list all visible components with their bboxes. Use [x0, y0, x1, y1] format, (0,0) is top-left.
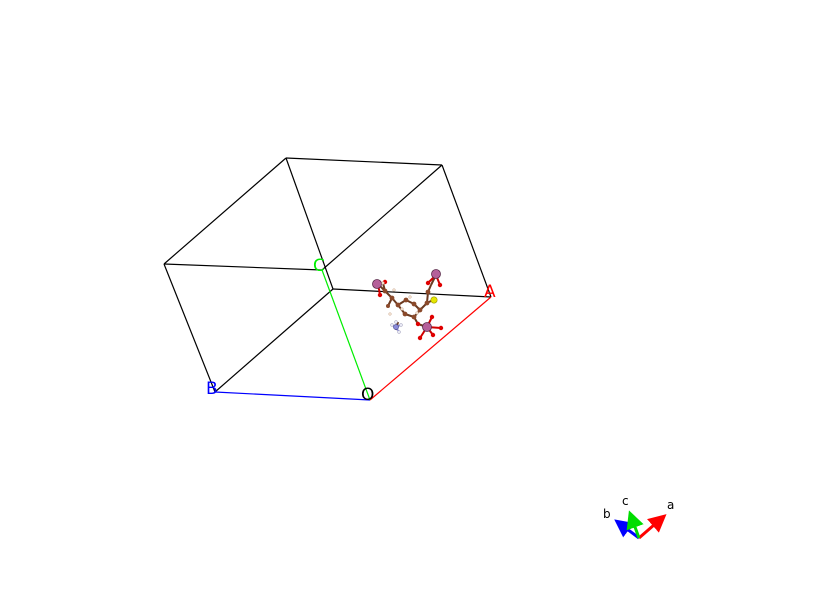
- nitrogen-atom: [393, 324, 399, 330]
- carbon-atom: [386, 304, 390, 308]
- carbon-atom: [402, 311, 408, 317]
- hydrogen-atom: [392, 288, 396, 292]
- cell-edge: [214, 288, 334, 393]
- carbon-atom: [411, 314, 417, 320]
- metal-atom: [431, 269, 441, 279]
- carbon-atom: [403, 297, 409, 303]
- a-vertex-label: A: [484, 282, 496, 302]
- c-vertex-label: C: [313, 256, 325, 276]
- orientation-triad: a b c: [603, 494, 674, 540]
- oxygen-atom: [430, 332, 436, 338]
- carbon-atom: [382, 288, 388, 294]
- carbon-atom: [411, 301, 417, 307]
- carbon-atom: [425, 289, 431, 295]
- cell-edge: [163, 157, 287, 265]
- carbon-atom: [424, 300, 430, 306]
- hydrogen-atom: [394, 320, 398, 324]
- triad-c-label: c: [622, 494, 629, 508]
- oxygen-atom: [438, 325, 444, 331]
- oxygen-atom: [415, 321, 421, 327]
- oxygen-atom: [437, 282, 443, 288]
- cell-edge: [163, 263, 323, 271]
- cell-edge: [321, 164, 443, 271]
- cell-edge: [441, 164, 492, 298]
- carbon-atom: [395, 302, 401, 308]
- cell-edge: [163, 263, 216, 393]
- hydrogen-atom: [400, 307, 404, 311]
- oxygen-atom: [425, 280, 431, 286]
- b-vertex-label: B: [206, 379, 218, 399]
- hydrogen-atom: [397, 330, 401, 334]
- metal-atom: [372, 279, 382, 289]
- oxygen-atom: [429, 314, 435, 320]
- sulfur-atom: [430, 296, 438, 304]
- molecule[interactable]: [372, 269, 444, 341]
- cell-edge: [285, 157, 334, 290]
- triad-a-label: a: [667, 498, 674, 512]
- triad-b-arrow: [614, 519, 640, 540]
- a-axis-edge: [369, 296, 492, 401]
- hydrogen-atom: [408, 295, 412, 299]
- triad-b-label: b: [603, 507, 611, 521]
- oxygen-atom: [417, 335, 423, 341]
- cell-edge: [285, 157, 443, 166]
- hydrogen-atom: [390, 323, 394, 327]
- triad-c-arrow: [626, 510, 644, 539]
- hydrogen-atom: [399, 323, 403, 327]
- ammonium-fragment: [390, 320, 403, 334]
- carbon-atom: [417, 307, 423, 313]
- unit-cell-edges: [163, 157, 492, 393]
- b-axis-edge: [214, 391, 371, 401]
- hydrogen-atom: [381, 281, 385, 285]
- triad-a-arrow: [638, 514, 667, 540]
- hydrogen-atom: [415, 311, 419, 315]
- metal-atom: [422, 322, 432, 332]
- carbon-atom: [389, 295, 395, 301]
- c-axis-edge: [321, 269, 371, 401]
- hydrogen-atom: [388, 312, 392, 316]
- oxygen-atom: [377, 292, 383, 298]
- cell-edge: [332, 288, 492, 298]
- origin-label: O: [361, 385, 374, 405]
